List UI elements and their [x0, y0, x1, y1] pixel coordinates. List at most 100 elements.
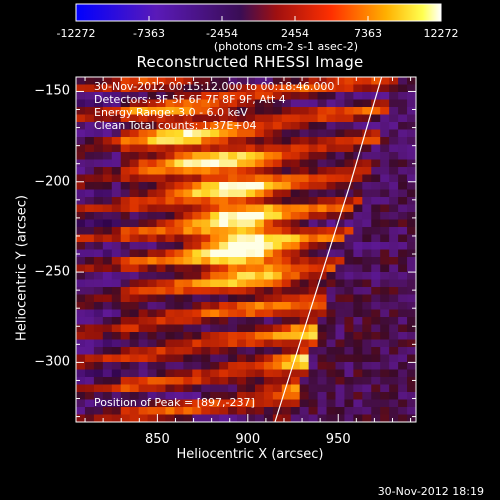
- heatmap-cell: [156, 369, 167, 378]
- heatmap-cell: [335, 107, 346, 116]
- heatmap-cell: [111, 362, 122, 371]
- heatmap-cell: [111, 159, 122, 168]
- heatmap-cell: [156, 249, 167, 258]
- heatmap-cell: [398, 137, 408, 146]
- heatmap-cell: [263, 414, 274, 422]
- heatmap-cell: [407, 377, 416, 386]
- heatmap-cell: [335, 174, 346, 183]
- heatmap-cell: [111, 384, 122, 393]
- heatmap-cell: [407, 347, 416, 356]
- heatmap-cell: [398, 302, 408, 311]
- heatmap-cell: [210, 212, 220, 221]
- heatmap-cell: [308, 197, 319, 206]
- heatmap-cell: [389, 264, 399, 273]
- heatmap-cell: [228, 107, 238, 116]
- heatmap-cell: [263, 264, 274, 273]
- heatmap-cell: [237, 92, 247, 101]
- heatmap-cell: [344, 279, 354, 288]
- heatmap-cell: [362, 332, 372, 341]
- heatmap-cell: [76, 219, 86, 228]
- heatmap-cell: [335, 294, 346, 303]
- heatmap-cell: [290, 324, 301, 333]
- heatmap-cell: [93, 92, 104, 101]
- heatmap-cell: [281, 317, 292, 326]
- heatmap-cell: [335, 152, 346, 161]
- heatmap-cell: [174, 144, 184, 153]
- heatmap-cell: [362, 242, 372, 251]
- heatmap-cell: [254, 99, 265, 108]
- heatmap-cell: [138, 332, 149, 341]
- heatmap-cell: [362, 92, 372, 101]
- heatmap-cell: [246, 339, 256, 348]
- heatmap-cell: [353, 122, 363, 131]
- heatmap-cell: [174, 234, 184, 243]
- heatmap-cell: [353, 354, 363, 363]
- heatmap-cell: [272, 407, 283, 416]
- heatmap-cell: [174, 347, 184, 356]
- heatmap-cell: [290, 317, 301, 326]
- heatmap-cell: [371, 384, 381, 393]
- heatmap-cell: [326, 302, 337, 311]
- heatmap-cell: [344, 272, 354, 281]
- heatmap-cell: [272, 219, 283, 228]
- heatmap-cell: [254, 384, 265, 393]
- heatmap-cell: [362, 294, 372, 303]
- heatmap-cell: [380, 159, 390, 168]
- heatmap-cell: [210, 152, 220, 161]
- heatmap-cell: [165, 84, 176, 93]
- heatmap-cell: [93, 302, 104, 311]
- heatmap-cell: [138, 279, 149, 288]
- heatmap-cell: [254, 324, 265, 333]
- heatmap-cell: [138, 369, 149, 378]
- heatmap-cell: [407, 264, 416, 273]
- heatmap-cell: [407, 77, 416, 86]
- heatmap-cell: [174, 369, 184, 378]
- heatmap-cell: [308, 339, 319, 348]
- heatmap-cell: [156, 144, 167, 153]
- heatmap-cell: [344, 234, 354, 243]
- heatmap-cell: [147, 362, 158, 371]
- heatmap-cell: [407, 99, 416, 108]
- heatmap-cell: [254, 242, 265, 251]
- heatmap-cell: [165, 377, 176, 386]
- heatmap-cell: [120, 407, 131, 416]
- heatmap-cell: [344, 242, 354, 251]
- heatmap-cell: [290, 92, 301, 101]
- heatmap-cell: [362, 384, 372, 393]
- heatmap-cell: [76, 242, 86, 251]
- heatmap-cell: [210, 414, 220, 422]
- heatmap-cell: [84, 392, 95, 401]
- heatmap-cell: [147, 227, 158, 236]
- heatmap-cell: [398, 107, 408, 116]
- heatmap-cell: [111, 182, 122, 191]
- heatmap-cell: [254, 204, 265, 213]
- heatmap-cell: [398, 204, 408, 213]
- heatmap-cell: [246, 77, 256, 86]
- heatmap-cell: [102, 249, 113, 258]
- heatmap-cell: [263, 182, 274, 191]
- heatmap-cell: [371, 77, 381, 86]
- heatmap-cell: [237, 249, 247, 258]
- heatmap-cell: [93, 107, 104, 116]
- heatmap-cell: [407, 189, 416, 198]
- heatmap-cell: [326, 317, 337, 326]
- heatmap-cell: [120, 204, 131, 213]
- heatmap-cell: [299, 332, 310, 341]
- heatmap-cell: [129, 249, 140, 258]
- heatmap-cell: [398, 197, 408, 206]
- heatmap-cell: [407, 339, 416, 348]
- heatmap-cell: [111, 332, 122, 341]
- heatmap-cell: [84, 347, 95, 356]
- heatmap-cell: [228, 384, 238, 393]
- heatmap-cell: [389, 272, 399, 281]
- heatmap-cell: [120, 197, 131, 206]
- heatmap-cell: [210, 249, 220, 258]
- heatmap-cell: [165, 99, 176, 108]
- heatmap-cell: [326, 377, 337, 386]
- heatmap-cell: [174, 264, 184, 273]
- heatmap-cell: [317, 362, 328, 371]
- heatmap-cell: [93, 152, 104, 161]
- heatmap-cell: [299, 99, 310, 108]
- heatmap-cell: [102, 399, 113, 408]
- heatmap-cell: [84, 377, 95, 386]
